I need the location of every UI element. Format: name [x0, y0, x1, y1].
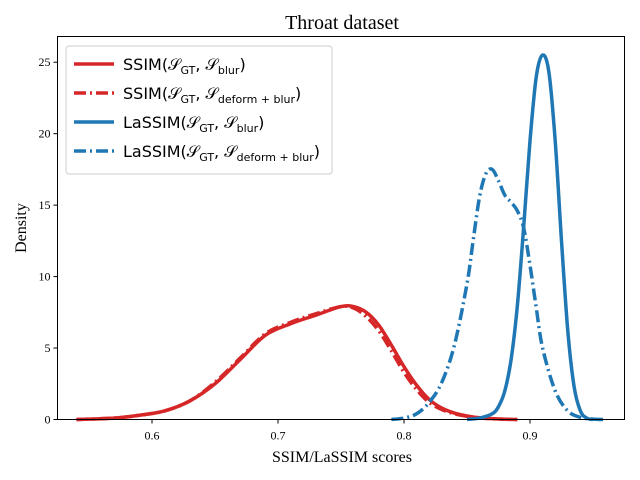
y-tick-label: 5 — [45, 341, 51, 355]
legend-label-1: SSIM(𝒮GT, 𝒮blur) — [123, 55, 246, 77]
y-tick-label: 20 — [39, 127, 51, 141]
legend-label-3: LaSSIM(𝒮GT, 𝒮blur) — [123, 113, 264, 135]
x-tick-label: 0.6 — [145, 429, 160, 443]
series-line-2 — [76, 304, 518, 422]
legend-label-2: SSIM(𝒮GT, 𝒮deform + blur) — [123, 84, 301, 106]
x-tick-label: 0.9 — [523, 429, 538, 443]
series-line-4 — [391, 167, 606, 422]
y-tick-label: 0 — [45, 413, 51, 427]
plot-frame — [57, 36, 625, 420]
y-axis-ticks: 0 5 10 15 20 25 — [39, 55, 58, 427]
chart-title: Throat dataset — [285, 12, 399, 34]
x-tick-label: 0.7 — [271, 429, 286, 443]
x-axis-label: SSIM/LaSSIM scores — [272, 449, 412, 466]
legend-box — [65, 45, 333, 175]
series-lines — [76, 53, 606, 422]
series-line-3 — [466, 53, 594, 422]
y-axis-label: Density — [13, 203, 30, 253]
x-tick-label: 0.8 — [397, 429, 412, 443]
legend: SSIM(𝒮GT, 𝒮blur) SSIM(𝒮GT, 𝒮deform + blur… — [65, 45, 333, 175]
x-axis-ticks: 0.6 0.7 0.8 0.9 — [145, 419, 538, 443]
y-tick-label: 25 — [39, 55, 51, 69]
series-line-1 — [76, 303, 518, 422]
y-tick-label: 10 — [39, 270, 51, 284]
legend-label-4: LaSSIM(𝒮GT, 𝒮deform + blur) — [123, 142, 320, 164]
y-tick-label: 15 — [39, 198, 51, 212]
